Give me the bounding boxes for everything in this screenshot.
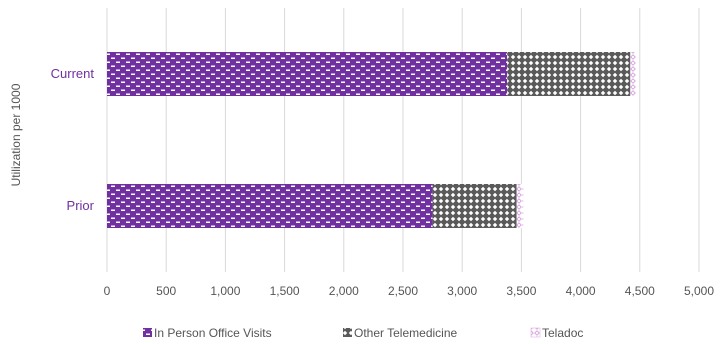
legend-item: Other Telemedicine	[343, 326, 457, 340]
bar-current-teladoc	[630, 52, 637, 96]
legend-label: Teladoc	[542, 326, 583, 340]
x-tick-label: 3,500	[506, 284, 536, 298]
legend-swatch	[143, 328, 152, 337]
x-axis-ticks: 0 500 1,000 1,500 2,000 2,500 3,000 3,500 4,000 4…	[104, 284, 715, 298]
x-tick-label: 1,500	[270, 284, 300, 298]
category-label-current: Current	[51, 66, 95, 81]
x-tick-label: 4,500	[625, 284, 655, 298]
x-tick-label: 5,000	[684, 284, 714, 298]
category-label-prior: Prior	[67, 198, 95, 213]
legend-swatch	[530, 327, 541, 338]
x-tick-label: 3,000	[447, 284, 477, 298]
bar-prior-teladoc	[516, 184, 524, 228]
x-tick-label: 2,000	[329, 284, 359, 298]
x-tick-label: 2,500	[388, 284, 418, 298]
gridlines	[106, 8, 700, 272]
x-tick-label: 1,000	[210, 284, 240, 298]
legend-swatch	[343, 328, 352, 337]
legend-label: Other Telemedicine	[354, 326, 457, 340]
legend: In Person Office Visits Other Telemedicin…	[143, 326, 583, 340]
bar-prior-other-telemedicine	[432, 184, 517, 228]
x-tick-label: 4,000	[566, 284, 596, 298]
bars	[107, 52, 637, 228]
bar-current-other-telemedicine	[507, 52, 631, 96]
legend-label: In Person Office Visits	[154, 326, 272, 340]
y-axis-categories: Current Prior	[51, 66, 95, 213]
legend-item: In Person Office Visits	[143, 326, 272, 340]
bar-prior-in-person-office-visits	[107, 184, 433, 228]
y-axis-title: Utilization per 1000	[9, 83, 23, 186]
x-tick-label: 0	[104, 284, 111, 298]
x-tick-label: 500	[156, 284, 176, 298]
legend-item: Teladoc	[530, 326, 583, 340]
bar-current-in-person-office-visits	[107, 52, 508, 96]
